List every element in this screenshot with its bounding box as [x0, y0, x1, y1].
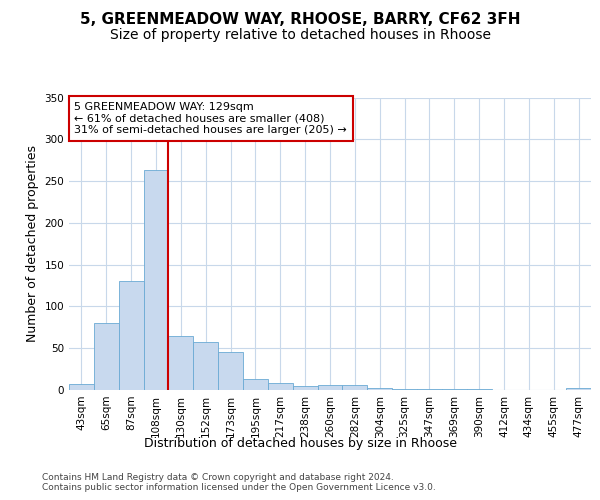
Bar: [169, 336, 193, 390]
Bar: [343, 385, 367, 390]
Text: Contains HM Land Registry data © Crown copyright and database right 2024.
Contai: Contains HM Land Registry data © Crown c…: [42, 472, 436, 492]
Bar: [119, 282, 143, 390]
Text: Size of property relative to detached houses in Rhoose: Size of property relative to detached ho…: [110, 28, 491, 42]
Bar: [566, 388, 591, 390]
Bar: [392, 389, 417, 390]
Bar: [417, 389, 442, 390]
Bar: [69, 384, 94, 390]
Bar: [94, 323, 119, 390]
Bar: [218, 352, 243, 390]
Text: 5 GREENMEADOW WAY: 129sqm
← 61% of detached houses are smaller (408)
31% of semi: 5 GREENMEADOW WAY: 129sqm ← 61% of detac…: [74, 102, 347, 135]
Bar: [317, 385, 343, 390]
Bar: [243, 379, 268, 390]
Y-axis label: Number of detached properties: Number of detached properties: [26, 145, 39, 342]
Bar: [193, 342, 218, 390]
Bar: [143, 170, 169, 390]
Bar: [442, 389, 467, 390]
Bar: [467, 389, 491, 390]
Bar: [268, 384, 293, 390]
Text: Distribution of detached houses by size in Rhoose: Distribution of detached houses by size …: [143, 438, 457, 450]
Text: 5, GREENMEADOW WAY, RHOOSE, BARRY, CF62 3FH: 5, GREENMEADOW WAY, RHOOSE, BARRY, CF62 …: [80, 12, 520, 28]
Bar: [293, 386, 317, 390]
Bar: [367, 388, 392, 390]
